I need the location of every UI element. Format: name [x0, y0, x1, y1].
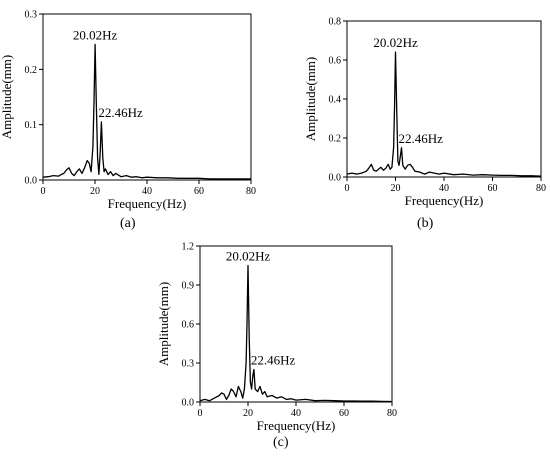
- chart-panel-b: 0 20 40 60 80 0.0 0.2 0.4 0.6 0.8 Frequency(Hz) Amp…: [303, 17, 546, 209]
- x-tick-label: 0: [345, 183, 350, 194]
- peak-annotation: 20.02Hz: [73, 27, 118, 42]
- x-tick-label: 40: [142, 186, 152, 197]
- x-tick-label: 60: [488, 183, 498, 194]
- caption-b: (b): [417, 216, 434, 231]
- chart-panel-c: 0 20 40 60 80 0.0 0.3 0.6 0.9 1.2 Frequency(Hz) Amp…: [156, 242, 397, 434]
- y-axis-label: Amplitude(mm): [156, 282, 171, 367]
- x-tick-label: 60: [339, 408, 349, 419]
- y-tick-label: 0.2: [329, 134, 342, 145]
- x-axis-label: Frequency(Hz): [405, 193, 484, 208]
- x-tick-label: 0: [41, 186, 46, 197]
- y-tick-label: 0.6: [182, 320, 195, 331]
- x-tick-label: 80: [387, 408, 397, 419]
- peak-annotation: 22.46Hz: [98, 105, 143, 120]
- x-tick-label: 40: [439, 183, 449, 194]
- y-tick-label: 0.3: [182, 359, 195, 370]
- y-tick-label: 1.2: [182, 242, 195, 253]
- spectrum-series-line: [42, 43, 251, 180]
- y-tick-label: 0.3: [25, 10, 38, 21]
- peak-annotation: 20.02Hz: [226, 249, 271, 264]
- x-tick-label: 80: [246, 186, 256, 197]
- y-tick-label: 0.8: [329, 17, 342, 28]
- caption-c: (c): [273, 435, 289, 450]
- x-tick-label: 20: [391, 183, 401, 194]
- y-tick-label: 0.0: [329, 173, 342, 184]
- y-tick-label: 0.6: [329, 56, 342, 67]
- y-axis-label: Amplitude(mm): [0, 55, 14, 140]
- spectrum-series-line: [199, 264, 393, 403]
- x-tick-label: 40: [291, 408, 301, 419]
- chart-panel-a: 0 20 40 60 80 0.0 0.1 0.2 0.3 Frequency(Hz) Amplit…: [0, 10, 256, 212]
- y-tick-label: 0.1: [25, 120, 38, 131]
- y-tick-label: 0.4: [329, 95, 342, 106]
- x-axis-label: Frequency(Hz): [108, 196, 187, 211]
- peak-annotation: 22.46Hz: [398, 131, 443, 146]
- y-tick-label: 0.0: [182, 398, 195, 409]
- x-tick-label: 80: [536, 183, 546, 194]
- peak-annotation: 22.46Hz: [251, 353, 296, 368]
- y-tick-label: 0.2: [25, 65, 38, 76]
- x-axis-label: Frequency(Hz): [257, 418, 336, 433]
- plot-frame: [199, 245, 393, 403]
- caption-a: (a): [120, 216, 136, 231]
- y-tick-label: 0.9: [182, 281, 195, 292]
- x-tick-label: 20: [243, 408, 253, 419]
- x-tick-label: 60: [194, 186, 204, 197]
- y-axis-label: Amplitude(mm): [303, 57, 318, 142]
- x-tick-label: 20: [90, 186, 100, 197]
- peak-annotation: 20.02Hz: [373, 35, 418, 50]
- y-tick-label: 0.0: [25, 176, 38, 187]
- x-tick-label: 0: [198, 408, 203, 419]
- spectrum-series-line: [346, 51, 542, 177]
